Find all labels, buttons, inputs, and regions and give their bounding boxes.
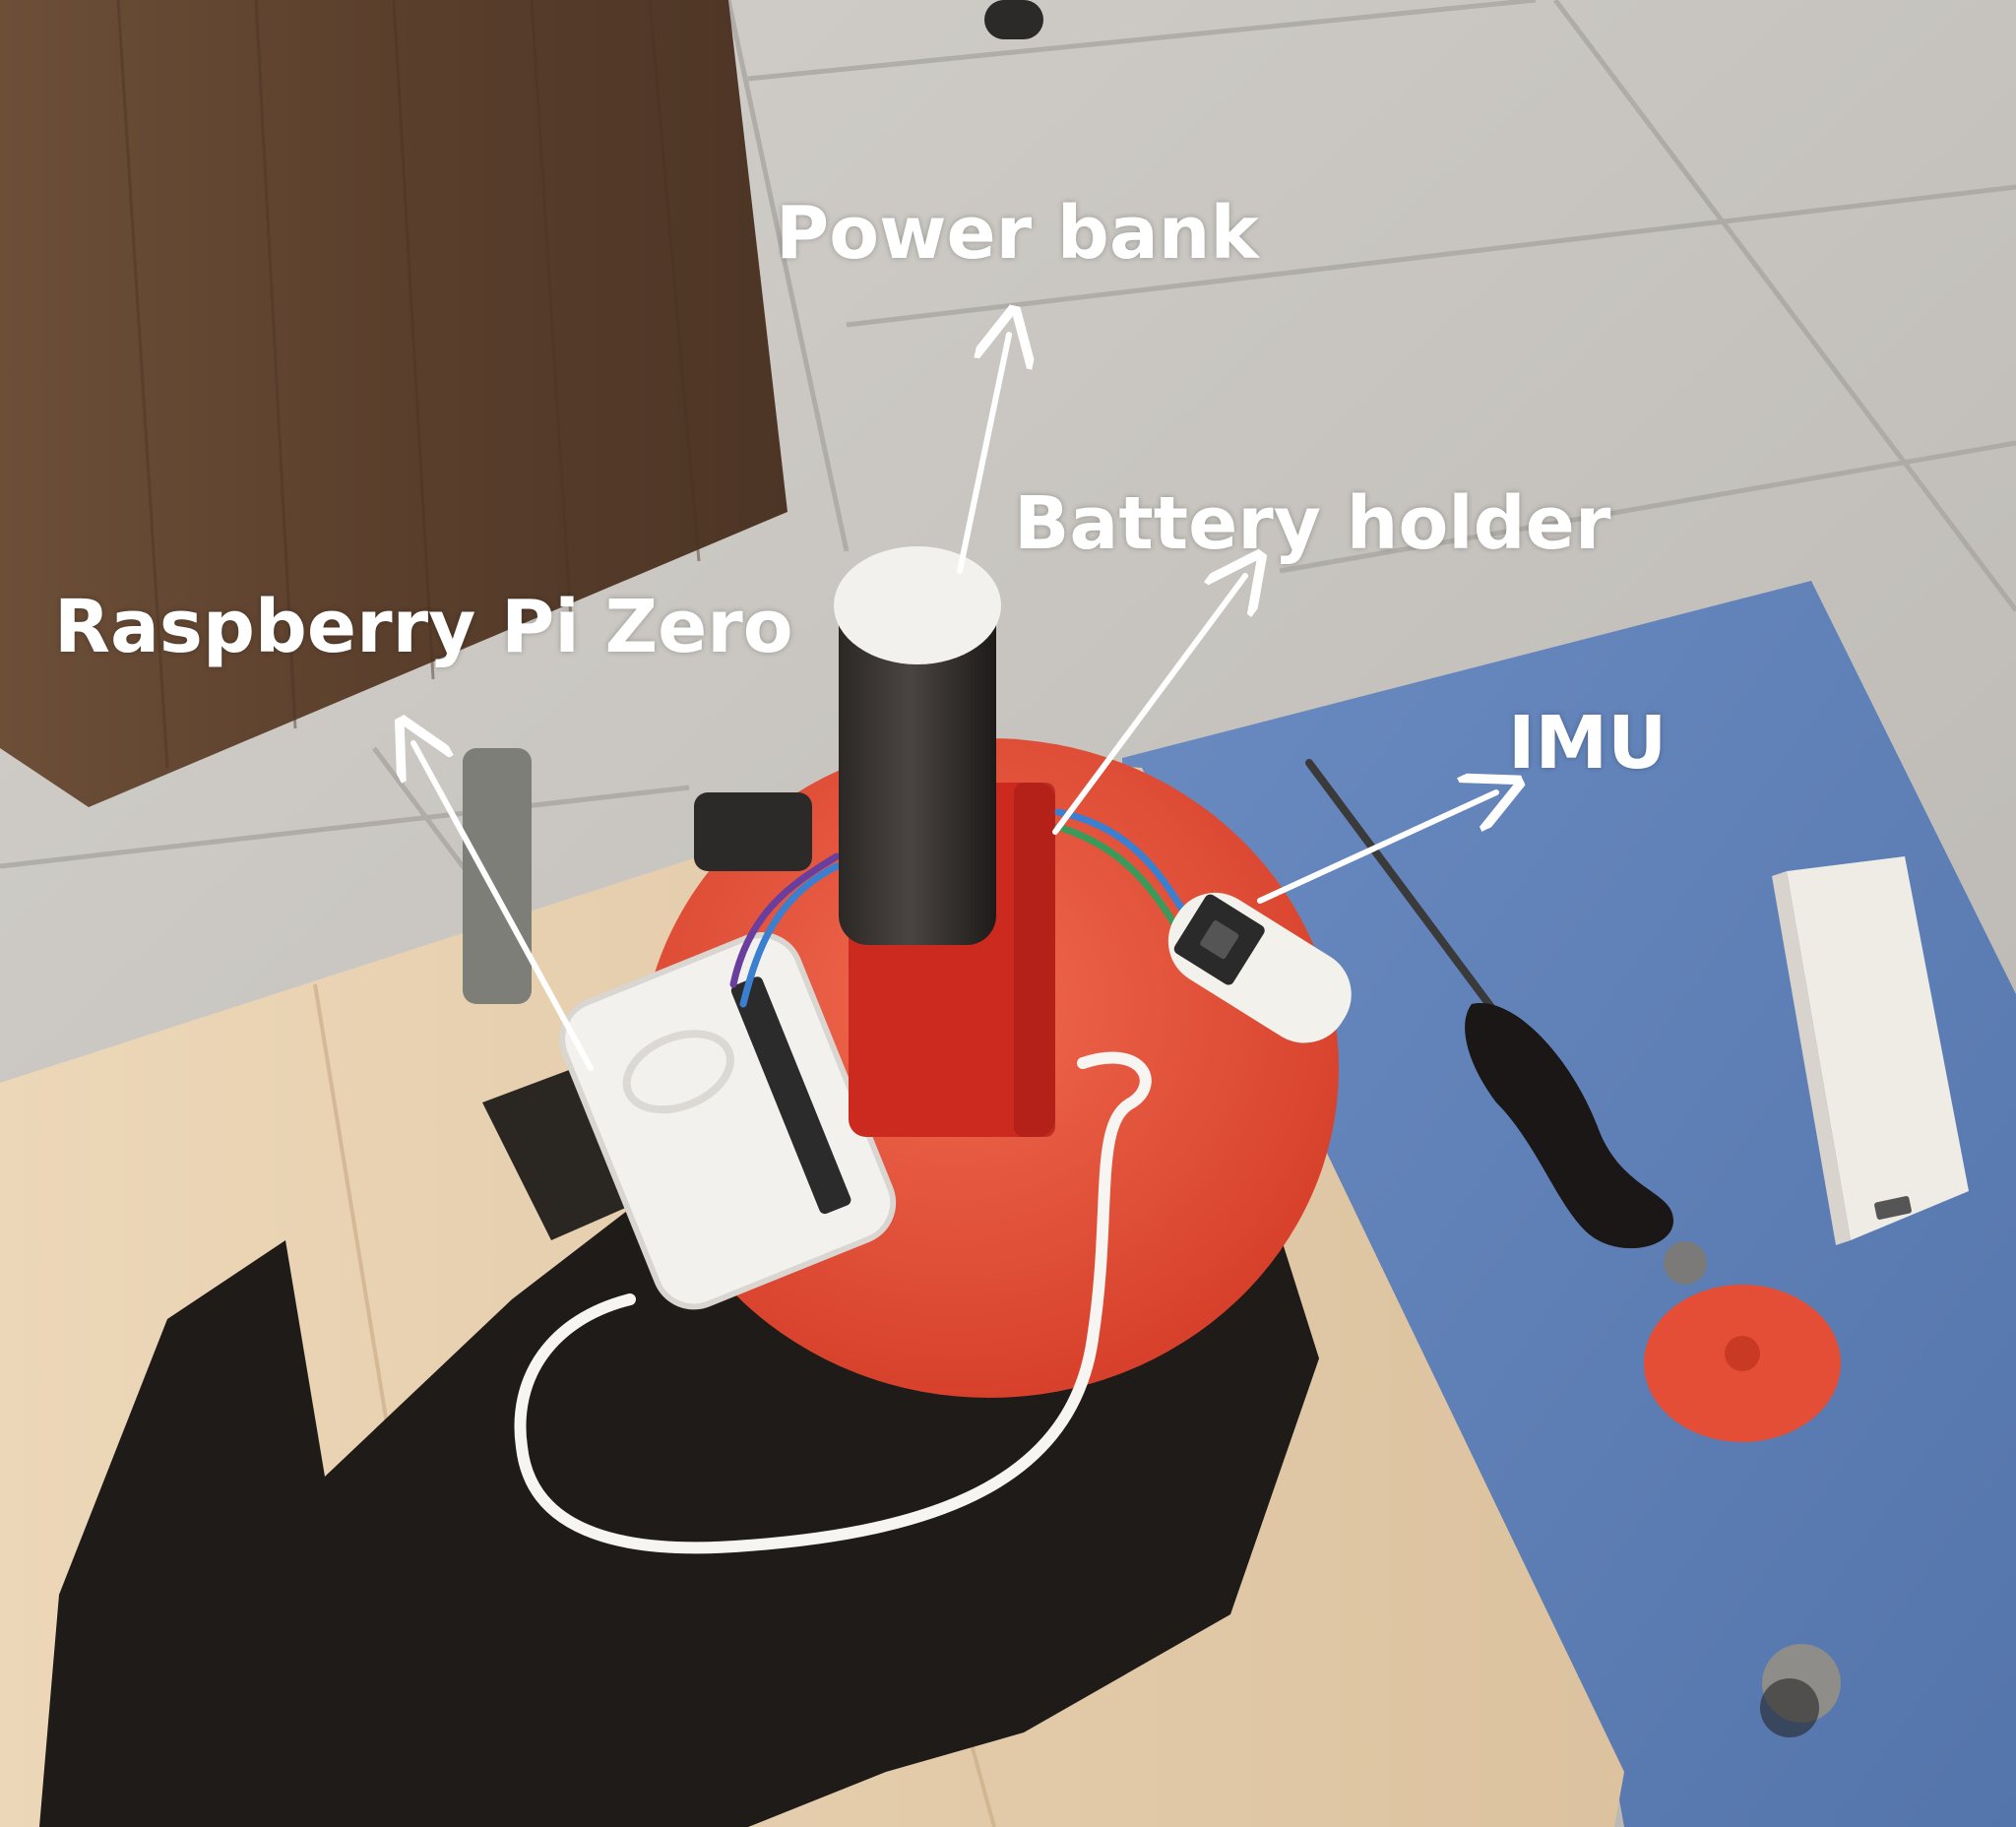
connector-stub [694, 792, 812, 871]
battery-holder-label: Battery holder [1014, 487, 1610, 560]
grey-ball-1 [1664, 1241, 1707, 1285]
raspberry-pi-zero-label: Raspberry Pi Zero [54, 591, 793, 663]
power-bank-white-cap [834, 546, 1001, 664]
imu-label: IMU [1508, 707, 1667, 780]
chair-leg [984, 0, 1043, 39]
battery-holder-shade [1014, 783, 1055, 1137]
grey-bracket [463, 748, 532, 1004]
power-bank-label: Power bank [776, 197, 1259, 270]
grey-ball-2-shadow [1760, 1678, 1819, 1737]
small-red-disc-hub [1725, 1336, 1760, 1371]
